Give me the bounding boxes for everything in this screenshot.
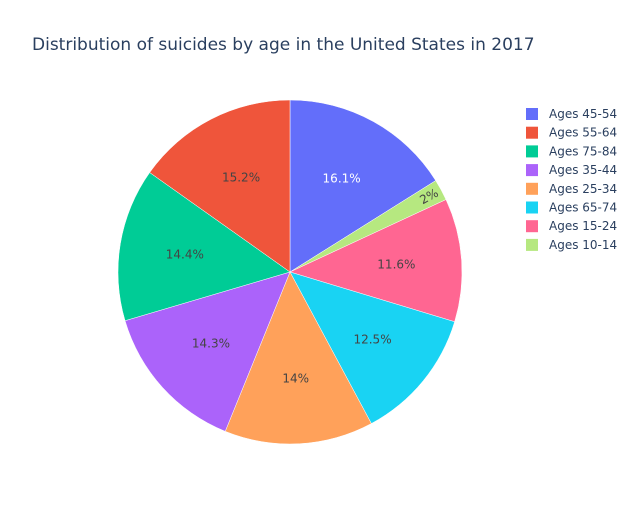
pie-slice-ages-45-54 xyxy=(289,99,437,273)
pie-slice-label: 11.6% xyxy=(377,257,415,271)
legend-item-ages-35-44[interactable]: Ages 35-44 xyxy=(526,163,617,177)
pie-slices xyxy=(117,99,463,445)
pie-slice-ages-35-44 xyxy=(124,271,291,432)
legend-item-ages-65-74[interactable]: Ages 65-74 xyxy=(526,201,617,215)
legend-item-ages-75-84[interactable]: Ages 75-84 xyxy=(526,144,617,158)
legend-label: Ages 35-44 xyxy=(549,163,617,177)
legend-swatch xyxy=(526,201,538,214)
legend-item-ages-10-14[interactable]: Ages 10-14 xyxy=(526,238,617,252)
pie-slice-label: 16.1% xyxy=(323,172,361,186)
pie-slice-ages-55-64 xyxy=(149,99,291,273)
legend-item-ages-45-54[interactable]: Ages 45-54 xyxy=(526,107,617,121)
legend-swatch xyxy=(526,182,538,195)
legend: Ages 45-54 Ages 55-64 Ages 75-84 Ages 35-44… xyxy=(526,107,617,252)
legend-swatch xyxy=(526,238,538,251)
legend-item-ages-25-34[interactable]: Ages 25-34 xyxy=(526,182,617,196)
legend-label: Ages 45-54 xyxy=(549,107,617,121)
legend-swatch xyxy=(526,108,538,120)
chart-title: Distribution of suicides by age in the U… xyxy=(32,35,535,55)
legend-item-ages-55-64[interactable]: Ages 55-64 xyxy=(526,126,617,140)
legend-swatch xyxy=(526,145,538,158)
legend-label: Ages 25-34 xyxy=(549,182,617,196)
legend-label: Ages 15-24 xyxy=(549,219,617,233)
pie-slice-label: 15.2% xyxy=(222,170,260,184)
legend-swatch xyxy=(526,220,538,233)
legend-swatch xyxy=(526,126,538,139)
pie-slice-label: 14.4% xyxy=(166,248,204,262)
pie-slice-label: 12.5% xyxy=(353,333,391,347)
legend-label: Ages 75-84 xyxy=(549,144,617,158)
pie-slice-ages-25-34 xyxy=(224,271,372,445)
legend-label: Ages 55-64 xyxy=(549,126,617,140)
pie-slice-ages-15-24 xyxy=(289,199,463,323)
legend-swatch xyxy=(526,164,538,177)
pie-slice-ages-75-84 xyxy=(117,172,291,322)
legend-label: Ages 10-14 xyxy=(549,238,617,252)
pie-slice-ages-65-74 xyxy=(289,271,455,424)
legend-label: Ages 65-74 xyxy=(549,201,617,215)
pie-slice-label: 14% xyxy=(282,371,309,385)
legend-item-ages-15-24[interactable]: Ages 15-24 xyxy=(526,219,617,233)
pie-slice-labels: 16.1%2%11.6%12.5%14%14.3%14.4%15.2% xyxy=(166,170,441,385)
pie-slice-label: 14.3% xyxy=(192,337,230,351)
